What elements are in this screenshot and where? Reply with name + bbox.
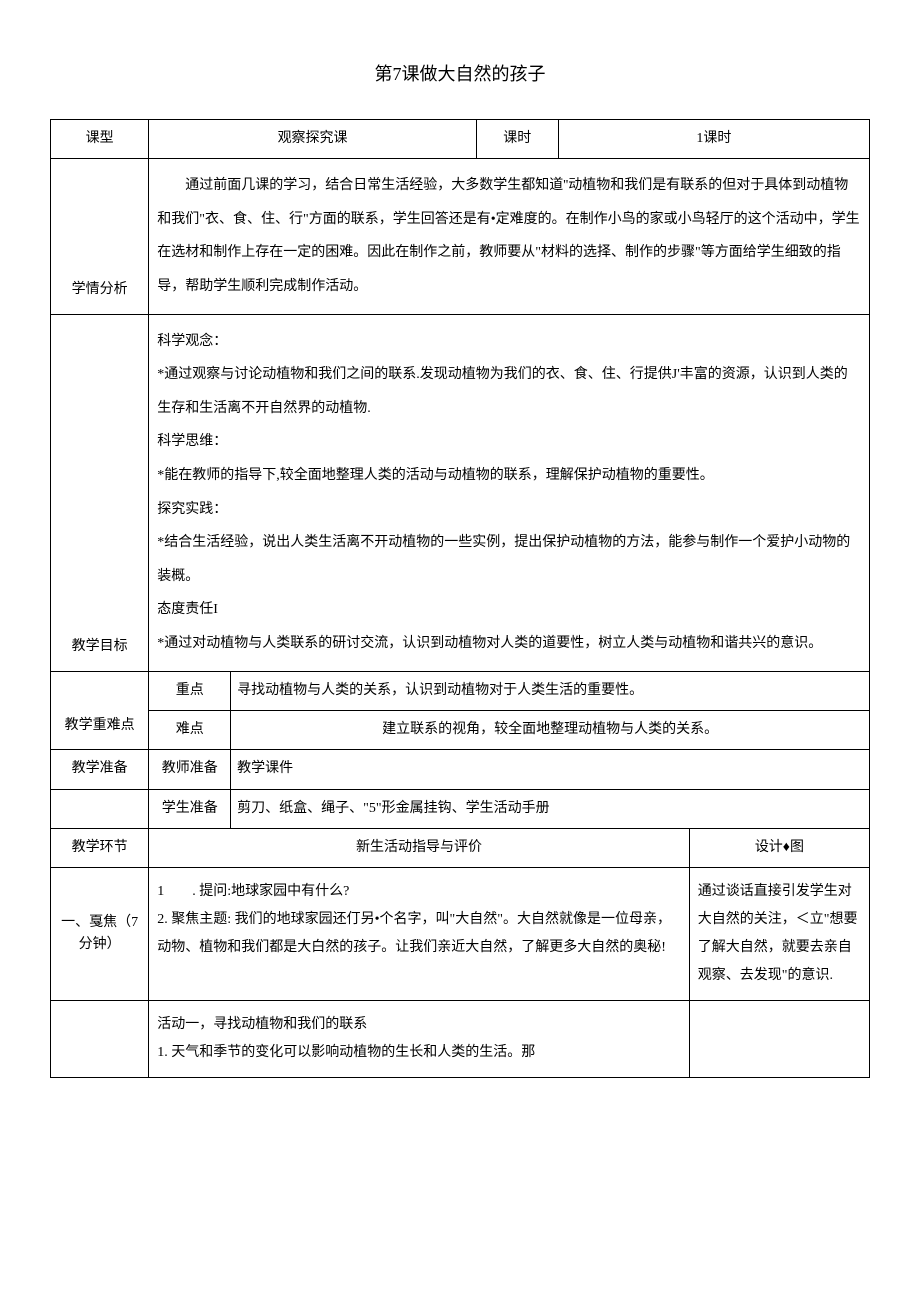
prep-label: 教学准备 (51, 750, 149, 789)
steps-mid-label: 新生活动指导与评价 (149, 829, 690, 868)
goals-line: *通过观察与讨论动植物和我们之间的联系.发现动植物为我们的衣、食、住、行提供J'… (157, 358, 861, 425)
steps-right-label: 设计♦图 (689, 829, 869, 868)
period-value: 1课时 (558, 119, 869, 158)
analysis-content: 通过前面几课的学习，结合日常生活经验，大多数学生都知道''动植物和我们是有联系的… (149, 159, 870, 314)
analysis-text: 通过前面几课的学习，结合日常生活经验，大多数学生都知道''动植物和我们是有联系的… (157, 169, 861, 303)
keypoint-difficulty-label: 难点 (149, 710, 231, 749)
empty-cell (689, 1001, 869, 1078)
table-row: 教学环节 新生活动指导与评价 设计♦图 (51, 829, 870, 868)
empty-cell (51, 789, 149, 828)
goals-line: 探究实践： (157, 493, 861, 527)
goals-line: *通过对动植物与人类联系的研讨交流，认识到动植物对人类的道要性，树立人类与动植物… (157, 627, 861, 661)
table-row: 一、戛焦（7分钟） 1 . 提问:地球家园中有什么? 2. 聚焦主题: 我们的地… (51, 868, 870, 1001)
goals-line: *能在教师的指导下,较全面地整理人类的活动与动植物的联系，理解保护动植物的重要性… (157, 459, 861, 493)
table-row: 学情分析 通过前面几课的学习，结合日常生活经验，大多数学生都知道''动植物和我们… (51, 159, 870, 314)
lesson-type-label: 课型 (51, 119, 149, 158)
step1-line: 1 . 提问:地球家园中有什么? (157, 878, 681, 906)
prep-teacher-value: 教学课件 (231, 750, 870, 789)
step1-design: 通过谈话直接引发学生对大自然的关注，＜立"想要了解大自然，就要去亲自观察、去发现… (689, 868, 869, 1001)
table-row: 难点 建立联系的视角，较全面地整理动植物与人类的关系。 (51, 710, 870, 749)
goals-line: 态度责任I (157, 593, 861, 627)
lesson-plan-table: 课型 观察探究课 课时 1课时 学情分析 通过前面几课的学习，结合日常生活经验，… (50, 119, 870, 1079)
goals-content: 科学观念： *通过观察与讨论动植物和我们之间的联系.发现动植物为我们的衣、食、住… (149, 314, 870, 671)
goals-line: 科学思维： (157, 425, 861, 459)
page-title: 第7课做大自然的孩子 (50, 60, 870, 89)
table-row: 学生准备 剪刀、纸盒、绳子、"5"形金属挂钩、学生活动手册 (51, 789, 870, 828)
prep-student-label: 学生准备 (149, 789, 231, 828)
keypoint-difficulty-value: 建立联系的视角，较全面地整理动植物与人类的关系。 (231, 710, 870, 749)
lesson-type-value: 观察探究课 (149, 119, 477, 158)
steps-label: 教学环节 (51, 829, 149, 868)
keypoint-focus-value: 寻找动植物与人类的关系，认识到动植物对于人类生活的重要性。 (231, 671, 870, 710)
step1-label: 一、戛焦（7分钟） (51, 868, 149, 1001)
goals-line: 科学观念： (157, 325, 861, 359)
empty-cell (51, 1001, 149, 1078)
step1-content: 1 . 提问:地球家园中有什么? 2. 聚焦主题: 我们的地球家园还仃另•个名字… (149, 868, 690, 1001)
prep-teacher-label: 教师准备 (149, 750, 231, 789)
prep-student-value: 剪刀、纸盒、绳子、"5"形金属挂钩、学生活动手册 (231, 789, 870, 828)
table-row: 课型 观察探究课 课时 1课时 (51, 119, 870, 158)
step2-content: 活动一，寻找动植物和我们的联系 1. 天气和季节的变化可以影响动植物的生长和人类… (149, 1001, 690, 1078)
table-row: 教学目标 科学观念： *通过观察与讨论动植物和我们之间的联系.发现动植物为我们的… (51, 314, 870, 671)
table-row: 活动一，寻找动植物和我们的联系 1. 天气和季节的变化可以影响动植物的生长和人类… (51, 1001, 870, 1078)
table-row: 教学准备 教师准备 教学课件 (51, 750, 870, 789)
keypoints-label: 教学重难点 (51, 671, 149, 750)
analysis-label: 学情分析 (51, 159, 149, 314)
keypoint-focus-label: 重点 (149, 671, 231, 710)
step2-line: 活动一，寻找动植物和我们的联系 (157, 1011, 681, 1039)
goals-label: 教学目标 (51, 314, 149, 671)
step1-line: 2. 聚焦主题: 我们的地球家园还仃另•个名字，叫"大自然"。大自然就像是一位母… (157, 906, 681, 962)
table-row: 教学重难点 重点 寻找动植物与人类的关系，认识到动植物对于人类生活的重要性。 (51, 671, 870, 710)
goals-line: *结合生活经验，说出人类生活离不开动植物的一些实例，提出保护动植物的方法，能参与… (157, 526, 861, 593)
period-label: 课时 (476, 119, 558, 158)
step2-line: 1. 天气和季节的变化可以影响动植物的生长和人类的生活。那 (157, 1039, 681, 1067)
